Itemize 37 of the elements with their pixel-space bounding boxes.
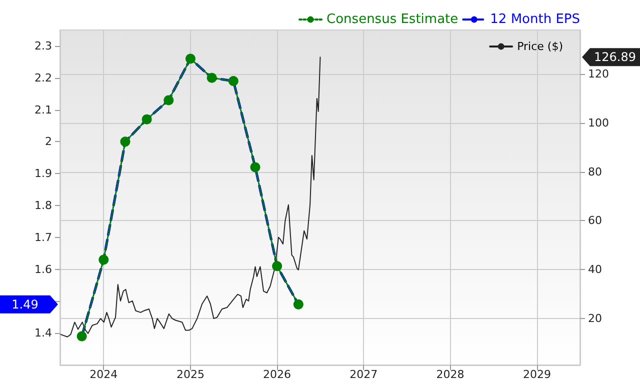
y-tick-label: 2 (45, 135, 52, 148)
y-tick-label: 2.2 (34, 71, 52, 84)
y-tick-label: 2.1 (34, 103, 52, 116)
legend-label: 12 Month EPS (490, 12, 580, 27)
y2-tick-label: 60 (588, 214, 602, 228)
point (164, 95, 174, 106)
point (76, 331, 87, 342)
point (98, 254, 109, 265)
y2-tick-label: 20 (588, 312, 602, 326)
y-tick-label: 1.9 (34, 167, 52, 180)
legend-label: Consensus Estimate (326, 12, 458, 27)
point (142, 114, 152, 124)
x-tick-label: 2024 (90, 368, 118, 380)
y-tick-label: 1.7 (34, 230, 52, 244)
y-tick-label: 1.8 (34, 198, 52, 212)
y-tick-label: 2.3 (34, 39, 52, 52)
x-tick-label: 2028 (436, 368, 464, 380)
point (250, 162, 260, 172)
point (185, 54, 196, 64)
y2-tick-label: 80 (588, 165, 602, 178)
x-tick-label: 2026 (263, 368, 292, 380)
y-tick-label: 1.6 (34, 262, 52, 276)
y2-tick-label: 40 (588, 263, 602, 276)
y2-tick-label: 120 (588, 68, 609, 81)
text: 126.89 (594, 50, 636, 64)
legend-label: Price ($) (517, 40, 564, 53)
x-tick-label: 2025 (176, 368, 204, 380)
point (120, 136, 130, 147)
x-tick-label: 2027 (350, 368, 378, 380)
x-tick-label: 2029 (523, 368, 552, 380)
point (293, 299, 304, 310)
y-tick-label: 1.4 (34, 326, 52, 340)
y2-tick-label: 100 (588, 116, 609, 130)
point (228, 76, 238, 86)
text: 1.49 (12, 297, 38, 312)
point (206, 72, 217, 83)
point (272, 261, 282, 272)
